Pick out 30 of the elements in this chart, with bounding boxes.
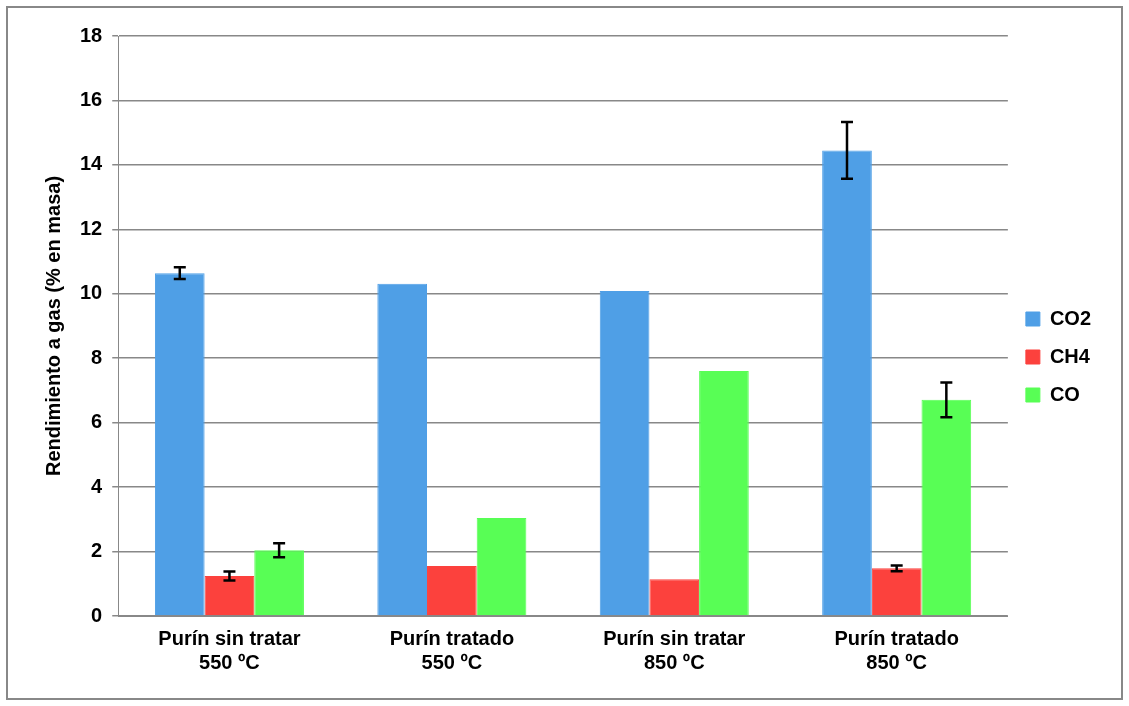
x-tick-label: Purín sin tratar 850 ºC <box>603 626 746 673</box>
y-tick-label: 6 <box>91 410 103 433</box>
y-tick-label: 0 <box>91 603 103 626</box>
y-axis-title: Rendimiento a gas (% en masa) <box>41 175 64 477</box>
y-tick-label: 2 <box>91 539 103 562</box>
legend-label: CO <box>1049 382 1080 405</box>
y-tick-label: 14 <box>80 152 104 175</box>
bar <box>476 518 527 616</box>
bar <box>204 576 255 616</box>
bar <box>254 550 304 616</box>
y-tick-label: 16 <box>80 87 103 110</box>
bar <box>871 568 922 616</box>
legend-label: CH4 <box>1049 344 1091 367</box>
bar <box>377 283 428 616</box>
x-tick-label: Purín tratado 850 ºC <box>834 626 959 673</box>
bar <box>154 273 205 616</box>
x-tick-label: Purín sin tratar 550 ºC <box>158 626 301 673</box>
bar <box>699 371 749 616</box>
legend-label: CO2 <box>1049 306 1091 329</box>
y-tick-label: 4 <box>91 474 104 497</box>
bar <box>921 399 972 616</box>
y-tick-label: 12 <box>80 216 103 239</box>
bar <box>427 566 477 616</box>
y-tick-label: 8 <box>91 345 103 368</box>
bar <box>649 579 700 616</box>
x-tick-label: Purín tratado 550 ºC <box>389 626 515 673</box>
y-tick-label: 10 <box>80 281 103 304</box>
bar <box>599 290 650 616</box>
bar <box>822 150 872 616</box>
y-tick-label: 18 <box>80 23 103 46</box>
